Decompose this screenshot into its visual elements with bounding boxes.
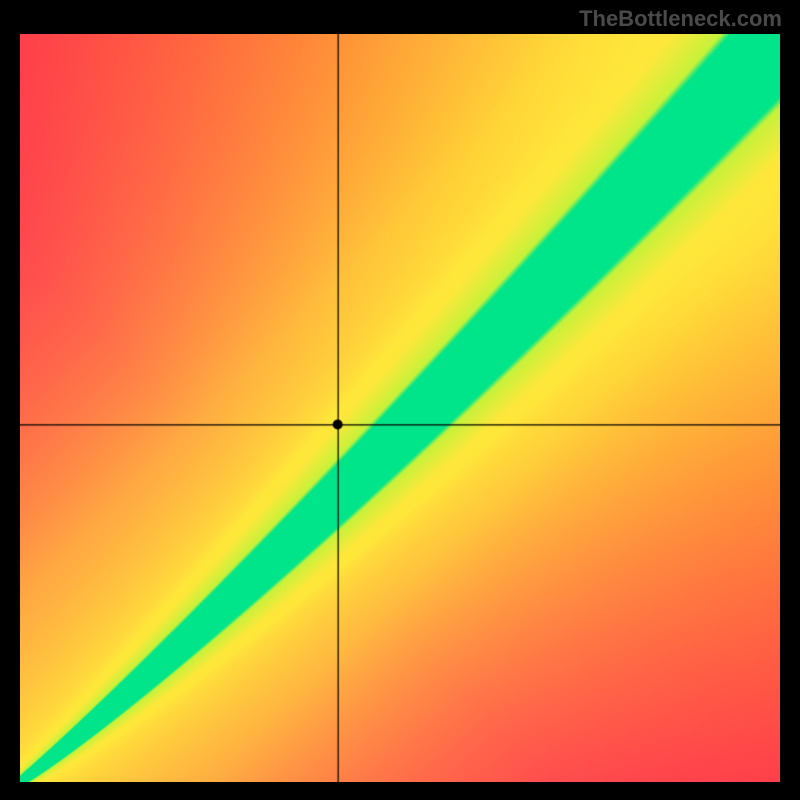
heatmap-canvas: [20, 34, 780, 782]
heatmap-plot: [20, 34, 780, 782]
chart-container: TheBottleneck.com: [0, 0, 800, 800]
attribution-text: TheBottleneck.com: [579, 6, 782, 32]
